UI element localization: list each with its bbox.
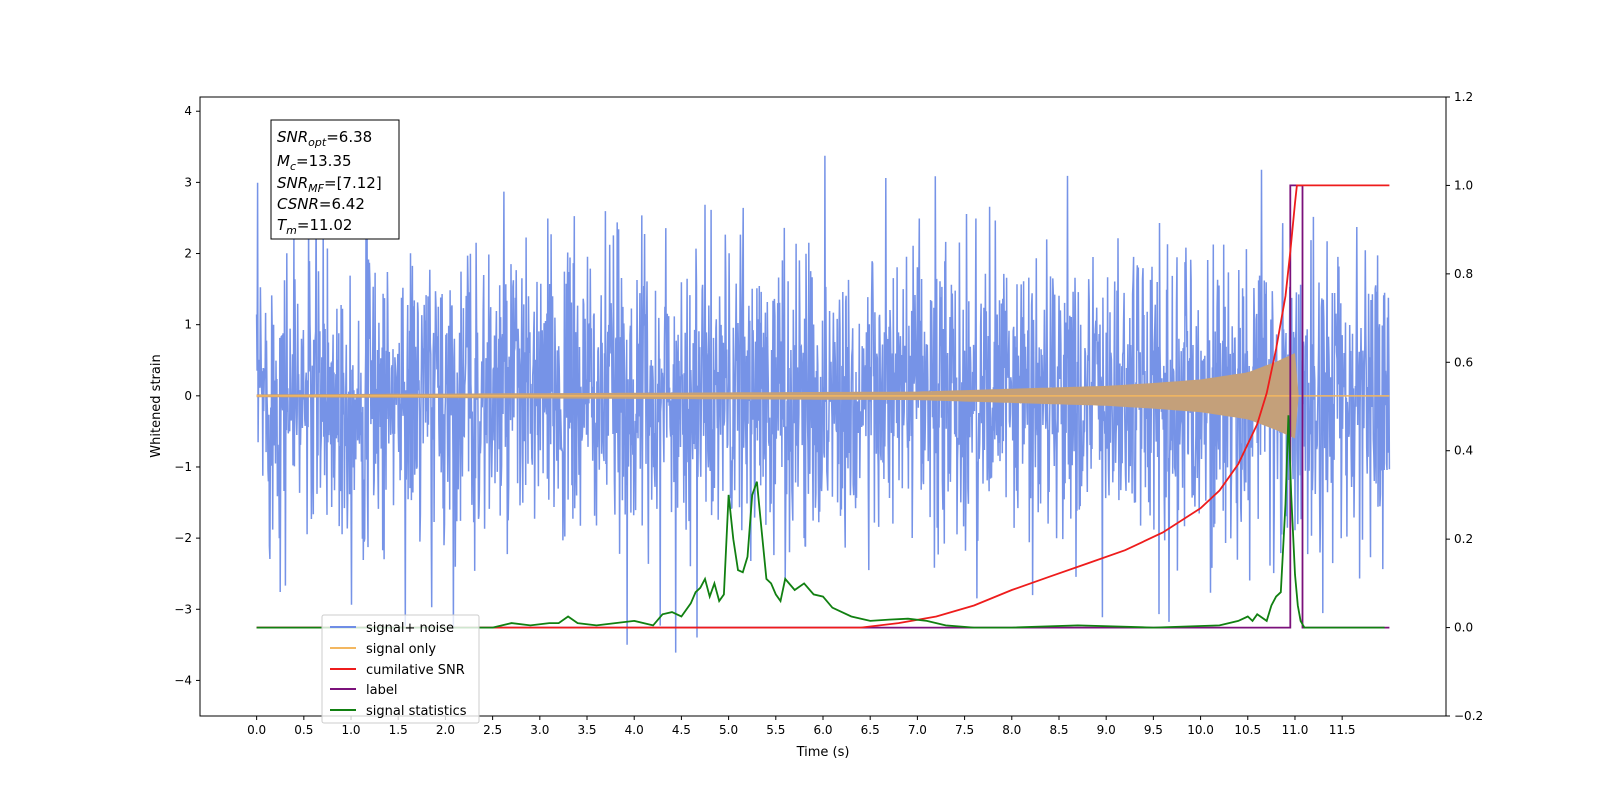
y-left-tick-label: −3 — [174, 602, 192, 616]
x-tick-label: 9.5 — [1144, 723, 1163, 737]
stats-box-frame — [270, 119, 400, 240]
x-tick-label: 7.0 — [908, 723, 927, 737]
series-signal-noise — [255, 155, 1391, 653]
stat-csnr: CSNR=6.42 — [277, 195, 365, 213]
y-axis-right: −0.2 0.0 0.2 0.4 0.6 0.8 1.0 1.2 — [1446, 90, 1483, 723]
y-axis-label: Whitened strain — [149, 354, 164, 457]
y-left-tick-label: −1 — [174, 460, 192, 474]
x-tick-label: 2.5 — [483, 723, 502, 737]
y-left-tick-label: 0 — [184, 389, 192, 403]
x-tick-label: 7.5 — [955, 723, 974, 737]
y-axis-left: −4 −3 −2 −1 0 1 2 3 4 — [174, 104, 200, 687]
y-right-tick-label: 1.2 — [1454, 90, 1473, 104]
y-left-tick-label: 4 — [184, 104, 192, 118]
x-tick-label: 0.0 — [247, 723, 266, 737]
x-axis-label: Time (s) — [796, 745, 850, 760]
x-tick-label: 0.5 — [294, 723, 313, 737]
y-left-tick-label: 3 — [184, 175, 192, 189]
series-cumulative-snr — [256, 184, 1390, 629]
x-tick-label: 11.0 — [1282, 723, 1309, 737]
series-layer — [255, 155, 1391, 653]
x-tick-label: 9.0 — [1097, 723, 1116, 737]
x-tick-label: 1.0 — [341, 723, 360, 737]
y-right-tick-label: −0.2 — [1454, 709, 1483, 723]
x-tick-label: 2.0 — [436, 723, 455, 737]
x-tick-label: 4.5 — [672, 723, 691, 737]
y-left-tick-label: −4 — [174, 673, 192, 687]
legend-label-signal: signal only — [366, 642, 436, 657]
x-tick-label: 10.5 — [1234, 723, 1261, 737]
stat-snr-mf: SNRMF=[7.12] — [277, 174, 382, 195]
series-signal-statistics — [256, 415, 1385, 629]
x-tick-label: 5.0 — [719, 723, 738, 737]
y-right-tick-label: 0.4 — [1454, 444, 1473, 458]
x-tick-label: 10.0 — [1187, 723, 1214, 737]
y-right-tick-label: 0.0 — [1454, 621, 1473, 635]
x-tick-label: 6.5 — [861, 723, 880, 737]
y-left-tick-label: 1 — [184, 318, 192, 332]
x-tick-label: 3.5 — [577, 723, 596, 737]
y-left-tick-label: −2 — [174, 531, 192, 545]
stat-snr-opt: SNRopt=6.38 — [277, 128, 372, 149]
x-tick-label: 6.0 — [813, 723, 832, 737]
stat-tm: Tm=11.02 — [277, 216, 352, 237]
x-tick-label: 1.5 — [389, 723, 408, 737]
y-right-tick-label: 1.0 — [1454, 178, 1473, 192]
y-right-tick-label: 0.8 — [1454, 267, 1473, 281]
x-axis: 0.0 0.5 1.0 1.5 2.0 2.5 3.0 3.5 4.0 4.5 5.0 5.5 6.0 6… — [247, 716, 1356, 737]
y-right-tick-label: 0.6 — [1454, 355, 1473, 369]
legend-frame — [321, 614, 480, 724]
stats-box: SNRopt=6.38 Mc=13.35 SNRMF=[7.12] CSNR=6… — [270, 119, 400, 240]
x-tick-label: 4.0 — [625, 723, 644, 737]
x-tick-label: 3.0 — [530, 723, 549, 737]
legend-label-noise: signal+ noise — [366, 621, 454, 636]
stat-mc: Mc=13.35 — [277, 152, 352, 173]
legend-label-label: label — [366, 683, 397, 698]
legend-label-cumulative-snr: cumilative SNR — [366, 663, 465, 678]
x-tick-label: 8.0 — [1002, 723, 1021, 737]
legend-label-signal-statistics: signal statistics — [366, 704, 467, 719]
x-tick-label: 11.5 — [1329, 723, 1356, 737]
x-tick-label: 8.5 — [1049, 723, 1068, 737]
x-tick-label: 5.5 — [766, 723, 785, 737]
y-left-tick-label: 2 — [184, 247, 192, 261]
legend: signal+ noise signal only cumilative SNR… — [321, 614, 480, 724]
y-right-tick-label: 0.2 — [1454, 532, 1473, 546]
